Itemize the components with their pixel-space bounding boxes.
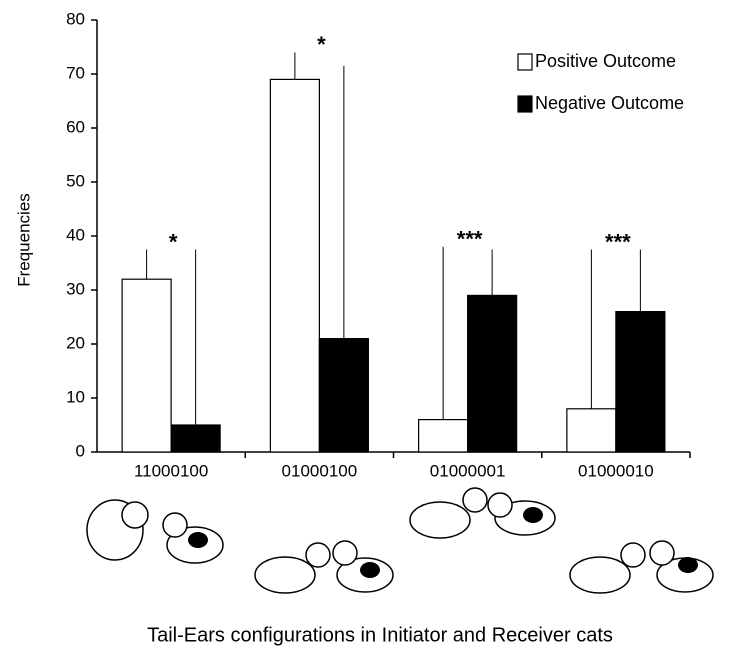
bar	[318, 338, 369, 453]
legend-label: Positive Outcome	[535, 51, 676, 71]
bar	[418, 419, 469, 453]
x-tick-label: 01000010	[578, 461, 654, 480]
y-tick-label: 50	[66, 171, 85, 190]
y-axis-title: Frequencies	[14, 193, 33, 287]
annotation: *	[169, 229, 178, 254]
y-tick-label: 80	[66, 9, 85, 28]
bar	[121, 278, 172, 453]
y-tick-label: 20	[66, 333, 85, 352]
bar	[467, 294, 518, 453]
x-tick-label: 01000001	[430, 461, 506, 480]
annotation: *	[317, 32, 326, 57]
y-tick-label: 70	[66, 63, 85, 82]
bar	[615, 311, 666, 453]
x-tick-label: 01000100	[282, 461, 358, 480]
legend-swatch	[517, 95, 533, 113]
y-tick-label: 40	[66, 225, 85, 244]
x-axis-title: Tail-Ears configurations in Initiator an…	[147, 624, 613, 646]
bar	[566, 408, 617, 453]
annotation: ***	[457, 227, 483, 252]
cat-drawings	[86, 487, 714, 594]
legend-label: Negative Outcome	[535, 93, 684, 113]
bar	[170, 424, 221, 453]
legend-swatch	[517, 53, 533, 71]
y-tick-label: 0	[76, 441, 85, 460]
y-tick-label: 30	[66, 279, 85, 298]
x-tick-label: 11000100	[134, 461, 208, 480]
y-tick-label: 60	[66, 117, 85, 136]
bar	[269, 78, 320, 453]
annotation: ***	[605, 229, 631, 254]
y-tick-label: 10	[66, 387, 85, 406]
